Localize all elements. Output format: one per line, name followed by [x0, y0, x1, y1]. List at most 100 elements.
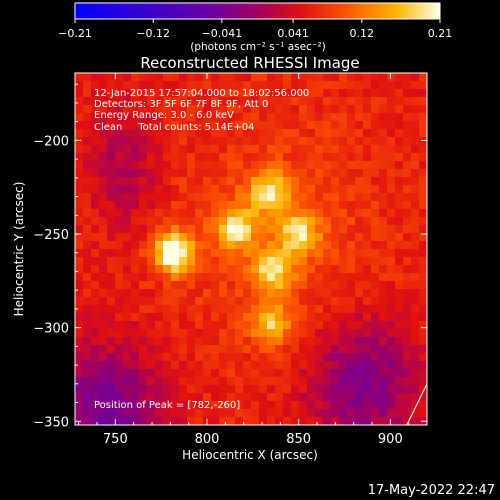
heatmap-cell [195, 177, 204, 186]
heatmap-cell [131, 361, 140, 370]
heatmap-cell [99, 377, 108, 386]
heatmap-cell [187, 249, 196, 258]
heatmap-cell [267, 345, 276, 354]
heatmap-cell [243, 177, 252, 186]
heatmap-cell [75, 289, 84, 298]
heatmap-cell [411, 209, 420, 218]
heatmap-cell [267, 209, 276, 218]
heatmap-cell [195, 97, 204, 106]
heatmap-cell [419, 73, 428, 82]
heatmap-cell [83, 337, 92, 346]
heatmap-cell [139, 177, 148, 186]
heatmap-cell [371, 337, 380, 346]
heatmap-cell [259, 393, 268, 402]
heatmap-cell [331, 193, 340, 202]
heatmap-cell [347, 281, 356, 290]
heatmap-cell [219, 249, 228, 258]
heatmap-cell [243, 137, 252, 146]
heatmap-cell [419, 121, 428, 130]
heatmap-cell [243, 129, 252, 138]
heatmap-cell [411, 225, 420, 234]
heatmap-cell [195, 105, 204, 114]
heatmap-cell [147, 113, 156, 122]
heatmap-cell [419, 329, 428, 338]
heatmap-cell [163, 233, 172, 242]
heatmap-cell [123, 401, 132, 410]
heatmap-cell [259, 329, 268, 338]
heatmap-cell [355, 89, 364, 98]
heatmap-cell [339, 273, 348, 282]
heatmap-cell [339, 401, 348, 410]
heatmap-cell [179, 289, 188, 298]
heatmap-cell [307, 353, 316, 362]
heatmap-cell [163, 169, 172, 178]
heatmap-cell [91, 105, 100, 114]
heatmap-cell [339, 129, 348, 138]
heatmap-cell [235, 417, 244, 426]
heatmap-cell [291, 169, 300, 178]
heatmap-cell [155, 153, 164, 162]
heatmap-cell [267, 361, 276, 370]
heatmap-cell [83, 89, 92, 98]
heatmap-cell [91, 169, 100, 178]
x-tick-label: 750 [103, 432, 128, 447]
heatmap-cell [395, 393, 404, 402]
heatmap-cell [195, 185, 204, 194]
heatmap-cell [291, 329, 300, 338]
heatmap-cell [187, 89, 196, 98]
heatmap-cell [107, 249, 116, 258]
heatmap-cell [347, 73, 356, 82]
heatmap-cell [395, 97, 404, 106]
heatmap-cell [179, 353, 188, 362]
heatmap-cell [107, 369, 116, 378]
heatmap-cell [267, 233, 276, 242]
heatmap-cell [403, 353, 412, 362]
heatmap-cell [403, 129, 412, 138]
heatmap-cell [283, 225, 292, 234]
heatmap-cell [347, 377, 356, 386]
heatmap-cell [163, 265, 172, 274]
heatmap-cell [299, 153, 308, 162]
heatmap-cell [395, 185, 404, 194]
heatmap-cell [411, 161, 420, 170]
colorbar-tick-label: 0.041 [277, 27, 309, 40]
heatmap-cell [355, 345, 364, 354]
heatmap-cell [363, 321, 372, 330]
heatmap-cell [235, 329, 244, 338]
heatmap-cell [235, 361, 244, 370]
heatmap-cell [251, 313, 260, 322]
heatmap-cell [179, 377, 188, 386]
heatmap-cell [195, 169, 204, 178]
heatmap-cell [339, 417, 348, 426]
heatmap-cell [139, 297, 148, 306]
heatmap-cell [331, 313, 340, 322]
heatmap-cell [107, 297, 116, 306]
heatmap-cell [227, 209, 236, 218]
heatmap-cell [419, 153, 428, 162]
heatmap-cell [171, 265, 180, 274]
heatmap-cell [387, 153, 396, 162]
heatmap-cell [363, 369, 372, 378]
heatmap-cell [163, 345, 172, 354]
heatmap-cell [347, 321, 356, 330]
heatmap-cell [291, 81, 300, 90]
heatmap-cell [363, 305, 372, 314]
heatmap-cell [195, 353, 204, 362]
heatmap-cell [115, 337, 124, 346]
heatmap-cell [379, 161, 388, 170]
heatmap-cell [323, 113, 332, 122]
heatmap-cell [291, 377, 300, 386]
heatmap-cell [139, 193, 148, 202]
heatmap-cell [91, 345, 100, 354]
heatmap-cell [187, 337, 196, 346]
heatmap-cell [171, 97, 180, 106]
heatmap-cell [283, 113, 292, 122]
heatmap-cell [75, 145, 84, 154]
heatmap-cell [171, 113, 180, 122]
heatmap-cell [275, 313, 284, 322]
heatmap-cell [171, 313, 180, 322]
heatmap-cell [379, 393, 388, 402]
heatmap-cell [283, 129, 292, 138]
heatmap-cell [211, 281, 220, 290]
heatmap-cell [331, 161, 340, 170]
